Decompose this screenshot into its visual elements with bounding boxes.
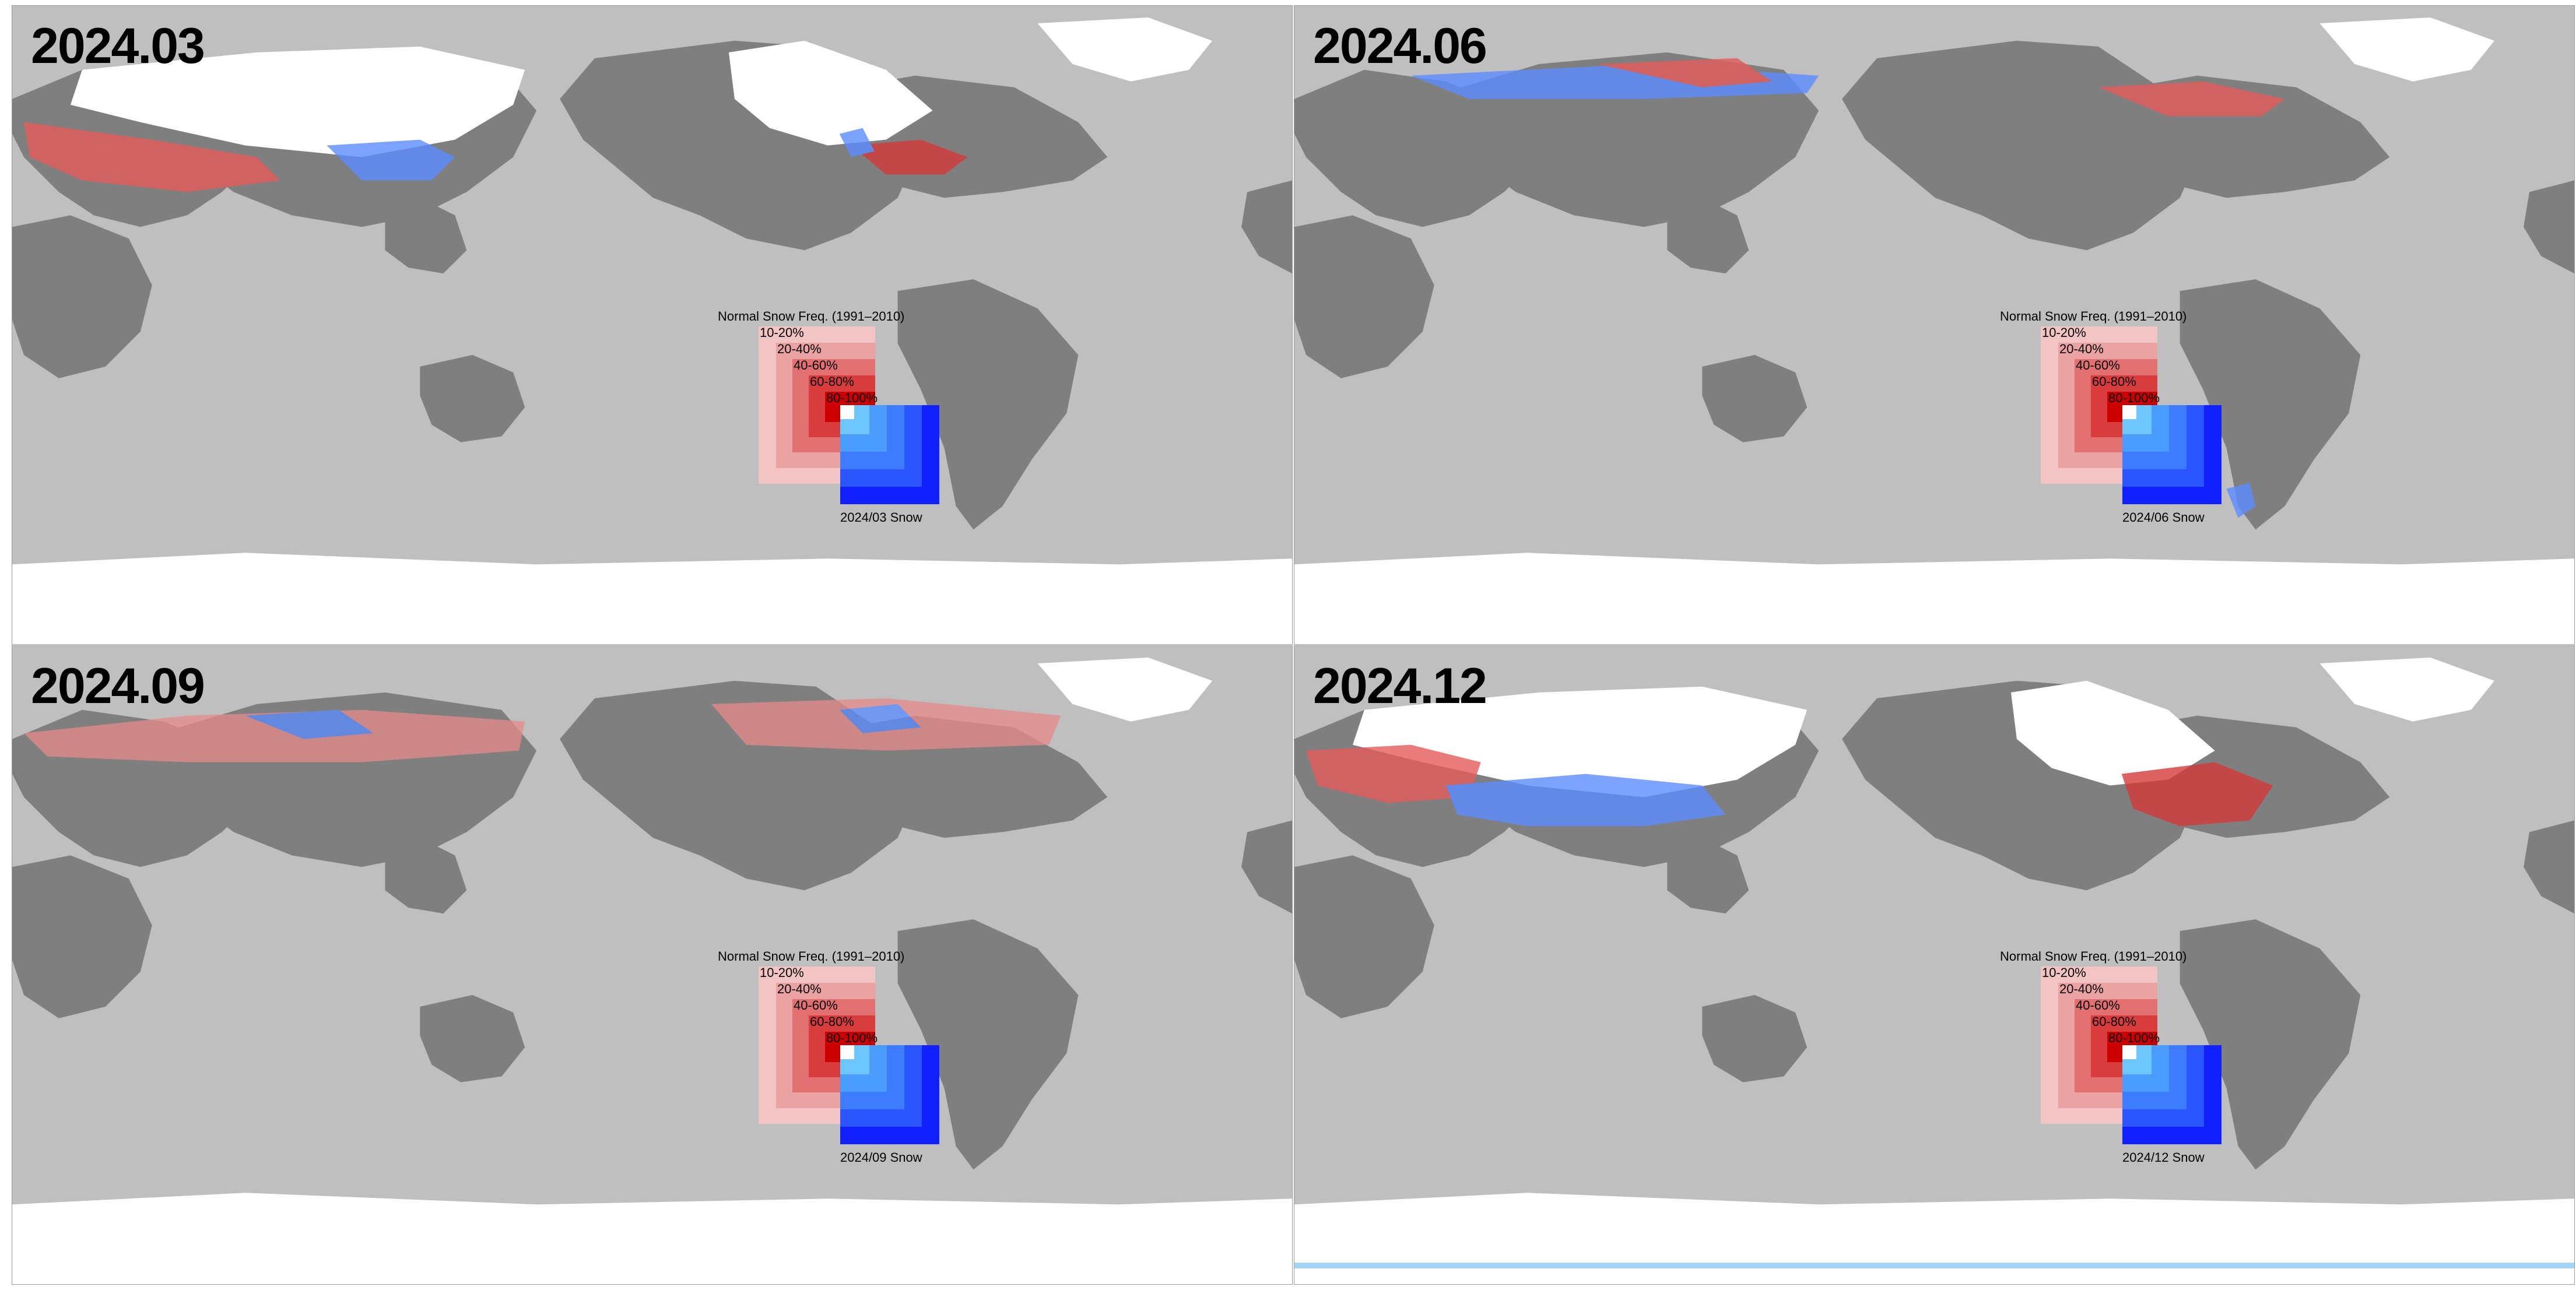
legend-class-label: 40-60% <box>2076 358 2120 372</box>
snow-legend-label: 2024/09 Snow <box>840 1150 922 1165</box>
legend-class-label: 20-40% <box>2059 342 2104 356</box>
legend-class-label: 10-20% <box>760 325 804 340</box>
world-map <box>1294 657 2574 1284</box>
panel-title: 2024.12 <box>1313 658 1487 714</box>
legend-title: Normal Snow Freq. (1991–2010) <box>2000 949 2187 964</box>
legend: Normal Snow Freq. (1991–2010) 10-20% 20-… <box>718 309 963 530</box>
legend-class-label: 10-20% <box>2042 965 2086 980</box>
legend-title: Normal Snow Freq. (1991–2010) <box>718 309 905 324</box>
legend-class-label: 20-40% <box>777 982 822 996</box>
world-map <box>12 657 1292 1284</box>
panel-title: 2024.09 <box>31 658 205 714</box>
snow-swatch-white <box>2122 1045 2136 1059</box>
legend-class-label: 80-100% <box>826 1031 878 1045</box>
legend: Normal Snow Freq. (1991–2010) 10-20% 20-… <box>718 949 963 1171</box>
legend: Normal Snow Freq. (1991–2010) 10-20% 20-… <box>2000 949 2245 1171</box>
legend-class-label: 40-60% <box>794 358 838 372</box>
legend: Normal Snow Freq. (1991–2010) 10-20% 20-… <box>2000 309 2245 530</box>
legend-class-label: 40-60% <box>794 998 838 1013</box>
map-panel-2024-09: 2024.09 Normal Snow Freq. (1991–2010) 10… <box>12 645 1293 1285</box>
snow-swatch-white <box>2122 405 2136 419</box>
legend-class-label: 40-60% <box>2076 998 2120 1013</box>
snow-swatch-white <box>840 1045 854 1059</box>
map-panel-2024-06: 2024.06 Normal Snow Freq. (1991–2010) 10… <box>1294 5 2575 645</box>
legend-class-label: 80-100% <box>826 391 878 405</box>
legend-class-label: 60-80% <box>2092 374 2136 389</box>
legend-class-label: 60-80% <box>2092 1014 2136 1029</box>
world-map <box>1294 17 2574 644</box>
legend-class-label: 20-40% <box>777 342 822 356</box>
map-panel-2024-03: 2024.03 Normal Snow Freq. (1991–2010) 10… <box>12 5 1293 645</box>
snow-legend-label: 2024/03 Snow <box>840 510 922 525</box>
map-panel-2024-12: 2024.12 Normal Snow Freq. (1991–2010) 10… <box>1294 645 2575 1285</box>
legend-class-label: 60-80% <box>810 1014 854 1029</box>
snow-legend-label: 2024/06 Snow <box>2122 510 2205 525</box>
panel-title: 2024.06 <box>1313 18 1487 74</box>
legend-class-label: 10-20% <box>760 965 804 980</box>
snow-legend-label: 2024/12 Snow <box>2122 1150 2205 1165</box>
legend-title: Normal Snow Freq. (1991–2010) <box>718 949 905 964</box>
legend-class-label: 80-100% <box>2108 1031 2160 1045</box>
panel-title: 2024.03 <box>31 18 205 74</box>
legend-title: Normal Snow Freq. (1991–2010) <box>2000 309 2187 324</box>
snow-swatch-white <box>840 405 854 419</box>
legend-class-label: 80-100% <box>2108 391 2160 405</box>
world-map <box>12 17 1292 644</box>
legend-class-label: 10-20% <box>2042 325 2086 340</box>
legend-class-label: 20-40% <box>2059 982 2104 996</box>
legend-class-label: 60-80% <box>810 374 854 389</box>
